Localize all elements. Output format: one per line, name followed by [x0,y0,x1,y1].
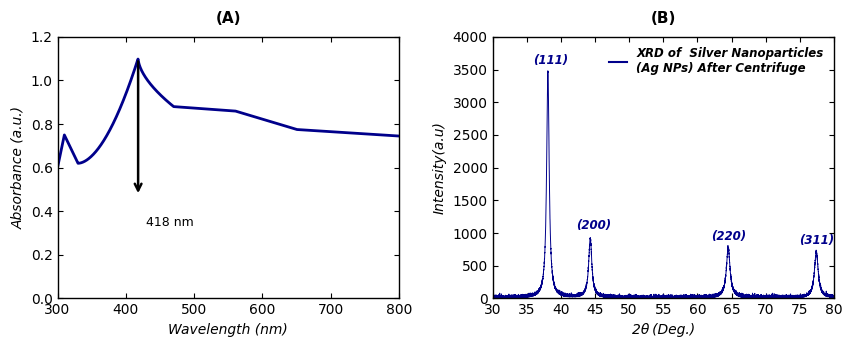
Text: (311): (311) [798,234,833,247]
X-axis label: Wavelength (nm): Wavelength (nm) [168,323,287,337]
Text: (220): (220) [710,230,745,243]
X-axis label: 2θ (Deg.): 2θ (Deg.) [631,323,694,337]
Text: (A): (A) [215,11,241,26]
Text: 418 nm: 418 nm [146,216,194,229]
Legend: XRD of  Silver Nanoparticles
(Ag NPs) After Centrifuge: XRD of Silver Nanoparticles (Ag NPs) Aft… [604,43,827,80]
Text: (111): (111) [532,54,567,67]
Text: (B): (B) [650,11,676,26]
Text: (200): (200) [576,219,611,232]
Y-axis label: Intensity(a.u): Intensity(a.u) [432,121,446,214]
Y-axis label: Absorbance (a.u.): Absorbance (a.u.) [11,106,25,229]
